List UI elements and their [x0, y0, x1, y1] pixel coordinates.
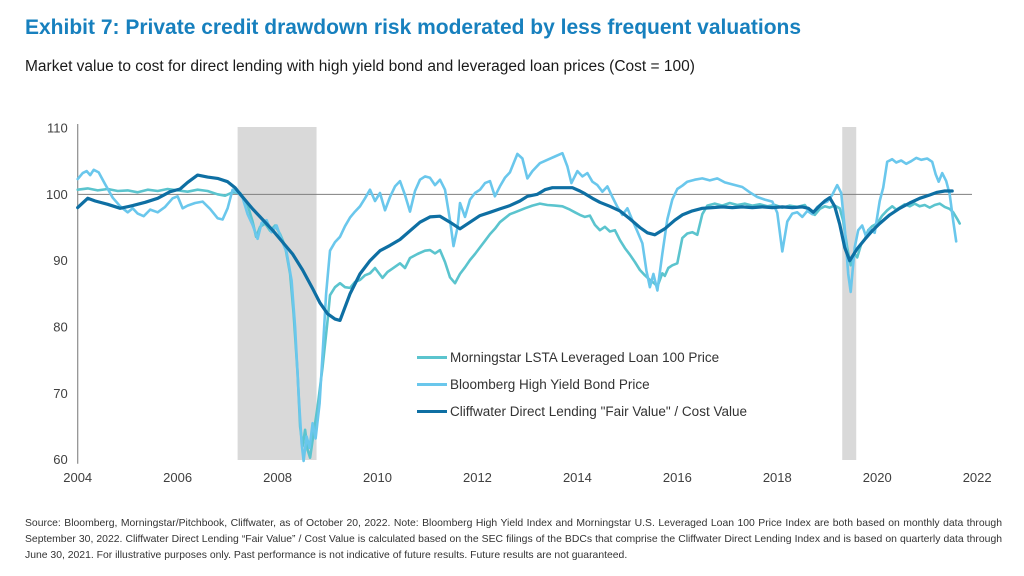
x-tick-label: 2016 [663, 470, 692, 485]
x-tick-label: 2022 [963, 470, 992, 485]
leveraged-loan-line-swatch [417, 356, 447, 359]
legend-label: Cliffwater Direct Lending "Fair Value" /… [450, 404, 747, 419]
x-tick-label: 2006 [163, 470, 192, 485]
recession-band [842, 127, 857, 460]
x-tick-label: 2018 [763, 470, 792, 485]
x-tick-label: 2012 [463, 470, 492, 485]
recession-band [237, 127, 317, 460]
y-tick-label: 110 [47, 121, 68, 136]
recession-bands [237, 127, 857, 460]
axis-tick-labels: 60 70 80 90 100 110 2004 2006 2008 2010 2012 2014 20… [46, 121, 992, 486]
y-tick-label: 60 [53, 452, 67, 467]
x-tick-label: 2020 [863, 470, 892, 485]
source-footnote: Source: Bloomberg, Morningstar/Pitchbook… [25, 518, 1002, 561]
x-tick-label: 2004 [63, 470, 92, 485]
x-tick-label: 2010 [363, 470, 392, 485]
legend-label: Bloomberg High Yield Bond Price [450, 377, 650, 392]
series-line [76, 151, 958, 463]
chart-subtitle: Market value to cost for direct lending … [25, 58, 695, 75]
legend-item-leveraged-loan: Morningstar LSTA Leveraged Loan 100 Pric… [417, 344, 747, 371]
legend-item-high-yield: Bloomberg High Yield Bond Price [417, 371, 747, 398]
legend-label: Morningstar LSTA Leveraged Loan 100 Pric… [450, 350, 720, 365]
series-line [76, 173, 954, 322]
x-tick-label: 2008 [263, 470, 292, 485]
y-tick-label: 90 [53, 253, 67, 268]
y-tick-label: 70 [53, 386, 67, 401]
x-tick-label: 2014 [563, 470, 592, 485]
page-title: Exhibit 7: Private credit drawdown risk … [25, 16, 802, 39]
chart-legend: Morningstar LSTA Leveraged Loan 100 Pric… [417, 344, 747, 425]
chart-series-lines [76, 151, 962, 463]
legend-item-cliffwater: Cliffwater Direct Lending "Fair Value" /… [417, 398, 747, 425]
high-yield-line-swatch [417, 383, 447, 386]
y-tick-label: 80 [53, 320, 67, 335]
cliffwater-line-swatch [417, 410, 447, 413]
y-tick-label: 100 [46, 187, 68, 202]
